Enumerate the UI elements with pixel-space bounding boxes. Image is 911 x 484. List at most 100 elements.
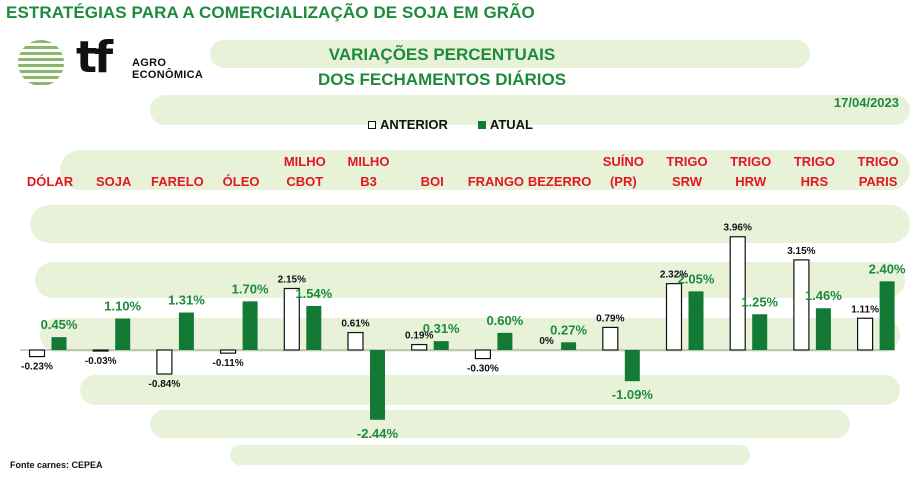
data-label-current: 0.31% — [423, 321, 460, 336]
chart-legend: ANTERIOR ATUAL — [368, 117, 533, 132]
subtitle-line-2: DOS FECHAMENTOS DIÁRIOS — [317, 70, 567, 89]
data-label-current: 2.40% — [869, 261, 906, 276]
watermark-stripe — [210, 40, 810, 68]
data-label-previous: -0.84% — [149, 379, 181, 390]
subtitle-line-1: VARIAÇÕES PERCENTUAIS — [328, 45, 556, 64]
data-label-current: 1.31% — [168, 293, 205, 308]
bar-previous — [856, 317, 874, 351]
category-label: MILHO — [348, 154, 390, 169]
bar-current — [497, 332, 513, 350]
bar-current — [752, 314, 768, 350]
company-logo: tf AGRO ECONÔMICA — [14, 32, 204, 88]
category-label: BOI — [421, 174, 444, 189]
watermark-stripe — [150, 95, 910, 125]
bar-current — [561, 342, 577, 350]
category-label: B3 — [360, 174, 377, 189]
category-label: HRW — [735, 174, 767, 189]
data-label-previous: 2.15% — [278, 275, 306, 286]
category-label: PARIS — [859, 174, 898, 189]
data-label-previous: 1.11% — [851, 304, 879, 315]
legend-item-current: ATUAL — [477, 117, 533, 132]
data-label-current: 2.05% — [678, 271, 715, 286]
watermark-stripe — [80, 375, 900, 405]
watermark-stripe — [60, 150, 910, 190]
bar-previous — [665, 283, 683, 351]
data-label-previous: 0% — [539, 336, 554, 347]
data-label-previous: -0.23% — [21, 362, 53, 373]
data-label-current: -2.44% — [357, 426, 399, 441]
category-label: TRIGO — [666, 154, 707, 169]
category-label: BEZERRO — [528, 174, 592, 189]
category-label: DÓLAR — [27, 174, 74, 189]
bar-current — [879, 281, 895, 350]
bar-current — [688, 291, 704, 350]
data-label-previous: 0.61% — [341, 319, 369, 330]
data-label-previous: 2.32% — [660, 270, 688, 281]
bar-current — [242, 301, 258, 350]
category-label: TRIGO — [730, 154, 771, 169]
bar-previous — [474, 349, 491, 360]
report-date: 17/04/2023 — [833, 95, 899, 110]
category-label: FARELO — [151, 174, 204, 189]
data-label-previous: 0.79% — [596, 313, 624, 324]
watermark-stripe — [150, 410, 850, 438]
bar-current — [624, 350, 640, 382]
bar-current — [433, 341, 449, 350]
data-label-previous: -0.03% — [85, 356, 117, 367]
bar-current — [115, 318, 131, 350]
bar-previous — [220, 349, 237, 354]
data-label-current: 0.27% — [550, 322, 587, 337]
bar-previous — [92, 349, 109, 352]
logo-brand-text: tf — [76, 32, 113, 83]
legend-swatch-previous — [368, 120, 376, 129]
category-label: SRW — [672, 174, 703, 189]
bar-current — [178, 312, 194, 350]
bar-current — [815, 308, 831, 350]
data-label-previous: 3.15% — [787, 246, 815, 257]
category-label: MILHO — [284, 154, 326, 169]
data-label-current: 1.70% — [232, 281, 269, 296]
data-label-previous: -0.11% — [213, 358, 244, 369]
bar-previous — [28, 349, 46, 358]
bar-current — [51, 337, 67, 350]
data-label-previous: 0.19% — [405, 331, 433, 342]
legend-item-previous: ANTERIOR — [368, 117, 448, 132]
bar-current — [306, 305, 322, 350]
data-label-current: 1.46% — [805, 288, 842, 303]
legend-swatch-current — [477, 120, 486, 129]
watermark-stripe — [35, 262, 905, 298]
category-label: (PR) — [610, 174, 637, 189]
source-note: Fonte carnes: CEPEA — [10, 460, 103, 470]
watermark-stripe — [30, 205, 910, 243]
data-label-current: 1.10% — [104, 299, 141, 314]
bar-previous — [602, 326, 619, 351]
striped-globe-logo-icon — [18, 40, 64, 85]
category-label: TRIGO — [858, 154, 899, 169]
category-label: CBOT — [286, 174, 323, 189]
data-label-previous: -0.30% — [467, 364, 499, 375]
page-title: ESTRATÉGIAS PARA A COMERCIALIZAÇÃO DE SO… — [6, 3, 535, 22]
data-label-current: 1.25% — [741, 294, 778, 309]
category-label: ÓLEO — [223, 174, 260, 189]
legend-label-current: ATUAL — [489, 117, 533, 132]
bar-previous — [283, 287, 300, 351]
data-label-current: -1.09% — [612, 387, 654, 402]
logo-subtext: AGRO ECONÔMICA — [132, 57, 204, 81]
category-label: SOJA — [96, 174, 132, 189]
category-label: HRS — [801, 174, 829, 189]
bar-previous — [156, 349, 173, 375]
watermark-stripe — [230, 445, 750, 465]
legend-label-previous: ANTERIOR — [380, 117, 448, 132]
bar-previous — [729, 236, 746, 351]
category-label: FRANGO — [468, 174, 524, 189]
category-label: SUÍNO — [603, 154, 644, 169]
category-label: TRIGO — [794, 154, 835, 169]
data-label-current: 0.60% — [486, 313, 523, 328]
data-label-current: 1.54% — [295, 286, 332, 301]
bar-current — [370, 350, 385, 420]
bar-previous — [347, 331, 364, 351]
data-label-previous: 3.96% — [724, 223, 752, 234]
data-label-current: 0.45% — [41, 317, 78, 332]
